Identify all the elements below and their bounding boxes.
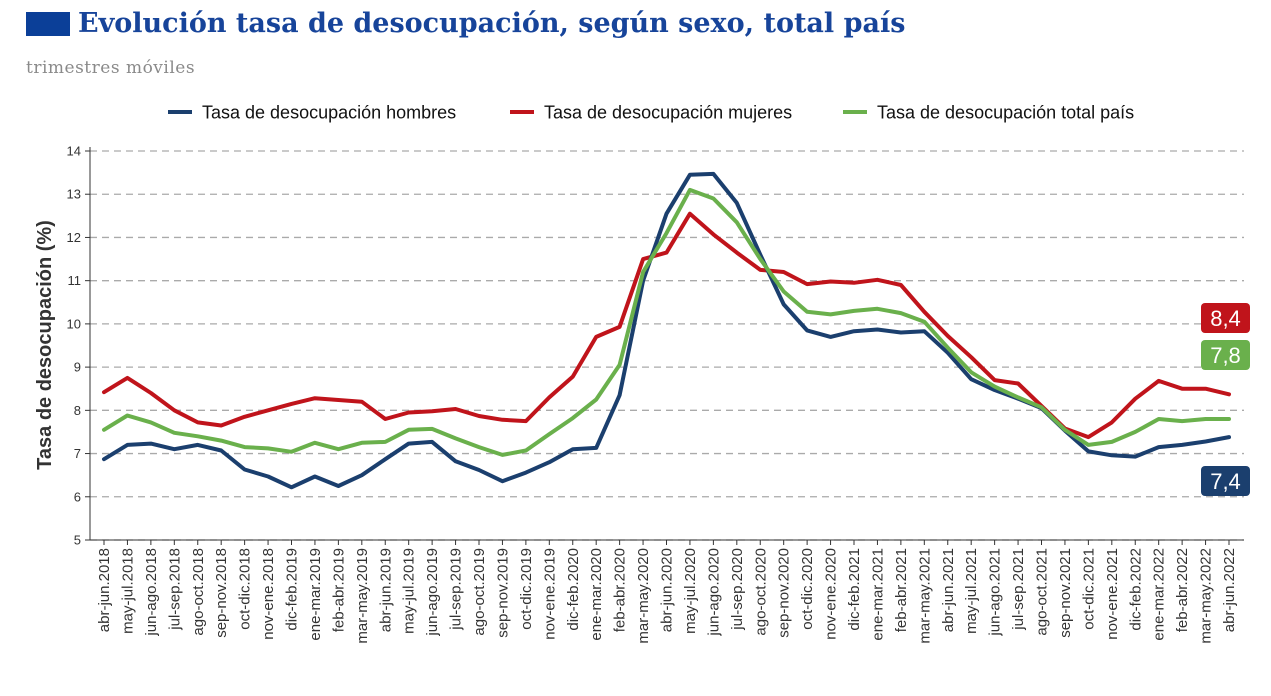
x-tick-label: jun-ago.2021 [987, 548, 1004, 637]
y-tick-label: 9 [74, 360, 81, 375]
legend: Tasa de desocupación hombres Tasa de deso… [168, 103, 1134, 123]
x-tick-label: mar-may.2021 [916, 548, 933, 644]
y-tick-label: 12 [67, 230, 81, 245]
chart-title: Evolución tasa de desocupación, según se… [78, 8, 906, 39]
x-tick-label: nov-ene.2020 [823, 548, 840, 640]
x-tick-label: mar-may.2022 [1198, 548, 1215, 644]
end-label-value: 7,4 [1210, 469, 1241, 494]
x-tick-label: jul-sep.2021 [1010, 548, 1027, 631]
x-tick-label: jul-sep.2019 [448, 548, 465, 631]
x-tick-label: dic-feb.2021 [846, 548, 863, 631]
y-tick-label: 10 [67, 316, 81, 331]
y-axis-label: Tasa de desocupación (%) [34, 220, 56, 470]
x-tick-label: sep-nov.2019 [494, 548, 511, 638]
y-tick-label: 8 [74, 403, 81, 418]
x-tick-label: ene-mar.2019 [307, 548, 324, 641]
x-tick-label: abr-jun.2021 [940, 548, 957, 632]
x-tick-label: feb-abr.2019 [330, 548, 347, 632]
x-tick-label: oct-dic.2020 [799, 548, 816, 630]
legend-label: Tasa de desocupación hombres [202, 103, 456, 123]
end-label-box [1201, 466, 1250, 496]
x-tick-label: abr-jun.2022 [1221, 548, 1238, 632]
series-line [102, 211, 1231, 440]
x-tick-label: ene-mar.2021 [869, 548, 886, 641]
x-tick-label: oct-dic.2021 [1080, 548, 1097, 630]
x-tick-label: ago-oct.2018 [190, 548, 207, 636]
x-tick-label: abr-jun.2020 [659, 548, 676, 632]
x-tick-label: mar-may.2020 [635, 548, 652, 644]
x-tick-label: nov-ene.2021 [1104, 548, 1121, 640]
x-tick-label: feb-abr.2021 [893, 548, 910, 632]
legend-label: Tasa de desocupación mujeres [544, 103, 792, 123]
x-tick-label: ene-mar.2022 [1151, 548, 1168, 641]
x-tick-label: abr-jun.2018 [96, 548, 113, 632]
x-tick-label: oct-dic.2019 [518, 548, 535, 630]
x-tick-label: ene-mar.2020 [588, 548, 605, 641]
y-tick-label: 11 [68, 273, 82, 288]
x-tick-label: dic-feb.2019 [284, 548, 301, 631]
x-tick-label: jun-ago.2019 [424, 548, 441, 637]
end-label-box [1201, 340, 1250, 370]
x-tick-label: nov-ene.2018 [260, 548, 277, 640]
x-tick-label: may-jul.2020 [682, 548, 699, 634]
x-tick-label: ago-oct.2020 [752, 548, 769, 636]
x-tick-label: may-jul.2018 [119, 548, 136, 634]
x-tick-label: jun-ago.2020 [705, 548, 722, 637]
x-tick-label: oct-dic.2018 [237, 548, 254, 630]
x-tick-label: jul-sep.2020 [729, 548, 746, 631]
end-label-value: 7,8 [1210, 343, 1241, 368]
series-lines [102, 171, 1231, 490]
y-tick-label: 14 [67, 144, 81, 159]
x-tick-label: jul-sep.2018 [166, 548, 183, 631]
x-tick-label: mar-may.2019 [354, 548, 371, 644]
title-accent-bar [26, 11, 70, 36]
x-tick-label: dic-feb.2022 [1127, 548, 1144, 631]
y-axis: 5 6 7 8 9 10 11 12 13 14 [67, 144, 91, 548]
x-tick-label: dic-feb.2020 [565, 548, 582, 631]
series-line [102, 187, 1231, 457]
end-label-box [1201, 303, 1250, 333]
chart-subtitle: trimestres móviles [26, 58, 196, 78]
x-axis: abr-jun.2018 may-jul.2018 jun-ago.2018 jul-… [90, 539, 1244, 644]
y-tick-label: 13 [67, 187, 81, 202]
x-tick-label: sep-nov.2018 [213, 548, 230, 638]
x-tick-label: abr-jun.2019 [377, 548, 394, 632]
y-tick-label: 6 [74, 489, 81, 504]
x-tick-label: feb-abr.2022 [1174, 548, 1191, 632]
end-labels: 8,4 7,8 7,4 [1201, 303, 1250, 496]
x-tick-label: jun-ago.2018 [143, 548, 160, 637]
end-label-value: 8,4 [1210, 306, 1241, 331]
x-tick-label: may-jul.2021 [963, 548, 980, 634]
header: Evolución tasa de desocupación, según se… [26, 8, 905, 39]
x-tick-label: ago-oct.2019 [471, 548, 488, 636]
x-tick-label: nov-ene.2019 [541, 548, 558, 640]
x-tick-label: sep-nov.2020 [776, 548, 793, 638]
x-tick-label: feb-abr.2020 [612, 548, 629, 632]
x-tick-label: sep-nov.2021 [1057, 548, 1074, 638]
x-tick-label: ago-oct.2021 [1034, 548, 1051, 636]
x-tick-label: may-jul.2019 [401, 548, 418, 634]
legend-label: Tasa de desocupación total país [877, 103, 1134, 123]
y-tick-label: 7 [74, 446, 81, 461]
y-tick-label: 5 [74, 533, 81, 548]
series-line [102, 171, 1231, 490]
